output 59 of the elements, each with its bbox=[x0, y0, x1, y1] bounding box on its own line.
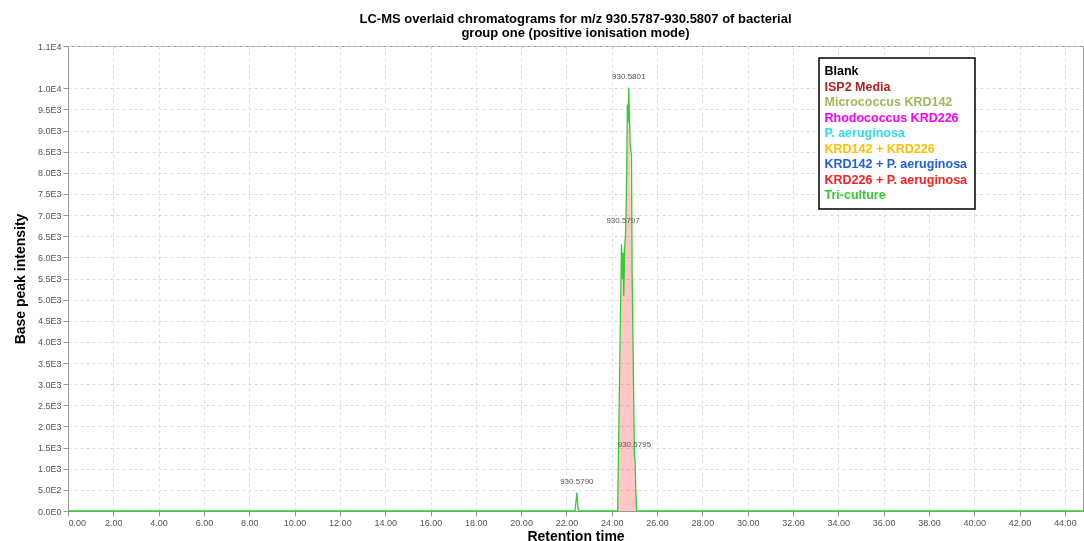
x-tick-label: 24.00 bbox=[600, 517, 624, 528]
y-tick-label: 1.0E3 bbox=[37, 464, 62, 475]
y-axis-title: Base peak intensity bbox=[11, 213, 28, 345]
x-tick-label: 0.00 bbox=[68, 517, 87, 528]
y-tick-label: 2.0E3 bbox=[37, 421, 62, 432]
legend-label: KRD142 + KRD226 bbox=[824, 141, 935, 156]
x-axis-title: Retention time bbox=[527, 527, 625, 541]
x-tick-label: 36.00 bbox=[872, 517, 896, 528]
y-tick-label: 3.0E3 bbox=[37, 379, 62, 390]
x-tick-label: 34.00 bbox=[827, 517, 851, 528]
y-tick-label: 7.5E3 bbox=[37, 189, 62, 200]
y-tick-label: 5.5E3 bbox=[37, 274, 62, 284]
y-tick-label: 9.0E3 bbox=[37, 126, 62, 137]
y-tick-label: 0.0E0 bbox=[37, 506, 62, 517]
y-tick-label: 6.0E3 bbox=[37, 252, 62, 263]
legend-label: Rhodococcus KRD226 bbox=[824, 110, 959, 125]
y-tick-label: 3.5E3 bbox=[37, 358, 62, 369]
y-tick-label: 5.0E3 bbox=[37, 295, 62, 306]
x-tick-label: 2.00 bbox=[105, 517, 123, 528]
y-tick-label: 9.5E3 bbox=[37, 104, 62, 115]
y-tick-label: 1.5E3 bbox=[37, 443, 62, 454]
y-tick-label: 1.0E4 bbox=[37, 83, 62, 94]
y-tick-label: 2.5E3 bbox=[37, 400, 62, 411]
legend-label: KRD142 + P. aeruginosa bbox=[824, 157, 969, 172]
annotation: 930.5801 bbox=[612, 72, 646, 82]
x-tick-label: 20.00 bbox=[510, 517, 533, 528]
y-tick-label: 5.0E2 bbox=[37, 485, 62, 496]
text: Tri-culture bbox=[824, 188, 886, 203]
x-tick-label: 22.00 bbox=[555, 517, 579, 528]
legend-label: P. aeruginosa bbox=[824, 126, 906, 141]
x-tick-label: 30.00 bbox=[736, 517, 760, 528]
x-tick-label: 12.00 bbox=[329, 517, 352, 528]
x-tick-label: 44.00 bbox=[1054, 517, 1077, 528]
x-tick-label: 28.00 bbox=[691, 517, 715, 528]
y-tick-label: 7.0E3 bbox=[37, 210, 62, 221]
x-tick-label: 14.00 bbox=[374, 517, 397, 528]
y-tick-label: 8.0E3 bbox=[37, 168, 62, 179]
x-tick-label: 16.00 bbox=[419, 517, 443, 528]
legend-label: Micrococcus KRD142 bbox=[824, 95, 953, 110]
x-tick-label: 8.00 bbox=[240, 517, 259, 528]
annotation: 930.5790 bbox=[560, 476, 595, 486]
chart-title: LC-MS overlaid chromatograms for m/z 930.5787-930.5807 of bacterial group one (positive ionisation mode) bbox=[359, 11, 792, 40]
x-tick-label: 18.00 bbox=[465, 517, 488, 528]
legend-label: Blank bbox=[824, 64, 859, 79]
legend-label: ISP2 Media bbox=[824, 79, 892, 94]
x-tick-label: 42.00 bbox=[1008, 517, 1032, 528]
x-tick-label: 26.00 bbox=[646, 517, 669, 528]
y-tick-label: 6.5E3 bbox=[37, 231, 62, 242]
x-tick-label: 40.00 bbox=[963, 517, 987, 528]
x-tick-label: 32.00 bbox=[782, 517, 805, 528]
y-tick-label: 8.5E3 bbox=[37, 147, 62, 158]
y-tick-label: 4.0E3 bbox=[37, 337, 62, 348]
x-tick-label: 38.00 bbox=[918, 517, 941, 528]
x-tick-label: 10.00 bbox=[283, 517, 307, 528]
x-tick-label: 4.00 bbox=[150, 517, 168, 528]
text: KRD226 + P. aeruginosa bbox=[824, 172, 969, 187]
y-tick-label: 1.1E4 bbox=[37, 41, 62, 52]
x-tick-label: 6.00 bbox=[195, 517, 214, 528]
y-tick-label: 4.5E3 bbox=[37, 316, 62, 327]
